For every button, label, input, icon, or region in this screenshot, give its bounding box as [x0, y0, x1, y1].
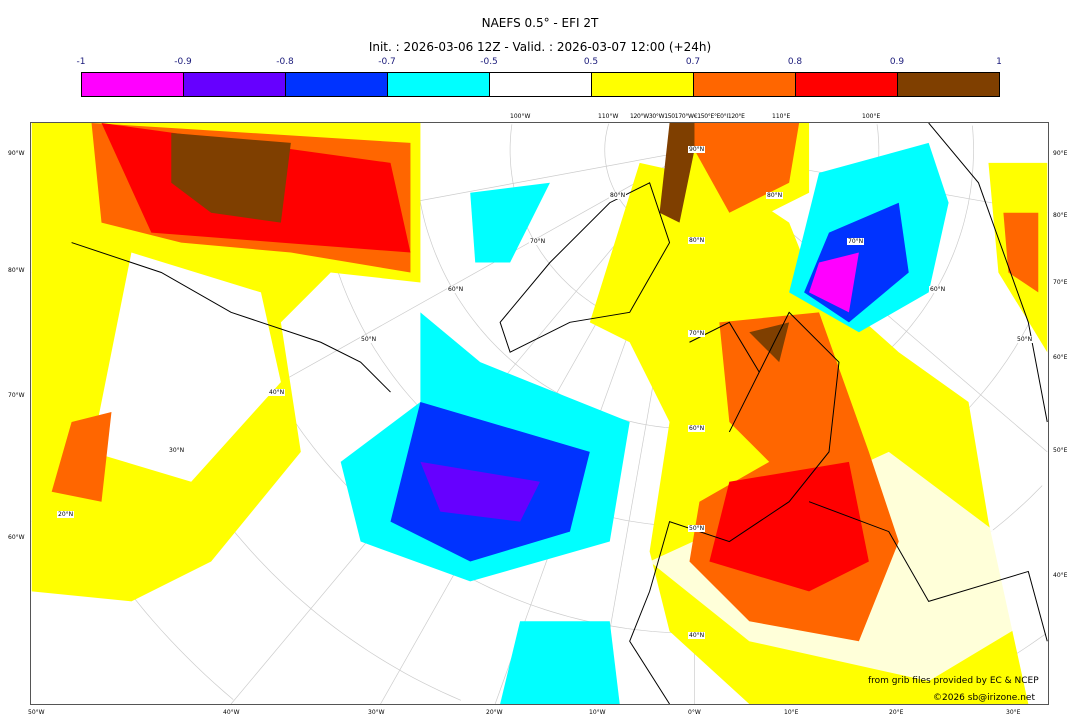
left-axis-label: 60°W: [8, 534, 25, 541]
colorbar-tick: -0.5: [480, 57, 498, 67]
top-axis-label: 110°E: [772, 113, 791, 120]
right-axis-label: 50°E: [1053, 447, 1068, 454]
lat-axis-label: 60°N: [929, 286, 947, 293]
lat-axis-label: 70°N: [529, 238, 547, 245]
lat-axis-label: 70°N: [688, 330, 706, 337]
colorbar-segment: [897, 73, 999, 96]
bottom-axis-label: 50°W: [28, 709, 45, 716]
bottom-axis-label: 0°W: [688, 709, 701, 716]
colorbar-tick: 0.9: [889, 57, 905, 67]
lat-axis-label: 90°N: [688, 146, 706, 153]
top-axis-label: 100°W: [510, 113, 531, 120]
lat-axis-label: 50°N: [360, 336, 378, 343]
lat-axis-label: 50°N: [1016, 336, 1034, 343]
colorbar-segment: [591, 73, 693, 96]
latitude-circle: [972, 125, 974, 150]
latitude-circle: [876, 124, 880, 150]
top-axis-label: 100°E: [862, 113, 881, 120]
right-axis-label: 40°E: [1053, 572, 1068, 579]
colorbar-segment: [489, 73, 591, 96]
right-axis-label: 80°E: [1053, 212, 1068, 219]
chart-subtitle: Init. : 2026-03-06 12Z - Valid. : 2026-0…: [368, 40, 712, 54]
colorbar-tick: 0.8: [787, 57, 803, 67]
credit-source: from grib files provided by EC & NCEP: [868, 676, 1039, 686]
chart-title: NAEFS 0.5° - EFI 2T: [481, 16, 599, 30]
colorbar-segment: [82, 73, 183, 96]
colorbar: [81, 72, 1000, 97]
colorbar-tick: 1: [996, 57, 1002, 67]
colorbar-tick: -0.8: [276, 57, 294, 67]
right-axis-label: 90°E: [1053, 150, 1068, 157]
lat-axis-label: 80°N: [609, 192, 627, 199]
colorbar-tick: -0.9: [174, 57, 192, 67]
lat-axis-label: 40°N: [688, 632, 706, 639]
efi-map: [30, 122, 1049, 705]
colorbar-tick: -1: [76, 57, 86, 67]
colorbar-tick: 0.7: [685, 57, 701, 67]
colorbar-segment: [387, 73, 489, 96]
bottom-axis-label: 20°W: [486, 709, 503, 716]
lat-axis-label: 30°N: [168, 447, 186, 454]
bottom-axis-label: 10°W: [589, 709, 606, 716]
bottom-axis-label: 40°W: [223, 709, 240, 716]
colorbar-tick: -0.7: [378, 57, 396, 67]
bottom-axis-label: 10°E: [784, 709, 799, 716]
lat-axis-label: 70°N: [847, 238, 865, 245]
bottom-axis-label: 30°W: [368, 709, 385, 716]
lat-axis-label: 20°N: [57, 511, 75, 518]
bottom-axis-label: 30°E: [1006, 709, 1021, 716]
top-axis-label: 120°W30°W150170°W€150°E°E0°I120°E: [630, 113, 745, 120]
left-axis-label: 70°W: [8, 392, 25, 399]
right-axis-label: 60°E: [1053, 354, 1068, 361]
colorbar-segment: [693, 73, 795, 96]
left-axis-label: 80°W: [8, 267, 25, 274]
colorbar-segment: [183, 73, 285, 96]
lat-axis-label: 60°N: [447, 286, 465, 293]
lat-axis-label: 80°N: [688, 237, 706, 244]
top-axis-label: 110°W: [598, 113, 619, 120]
colorbar-segment: [795, 73, 897, 96]
lat-axis-label: 50°N: [688, 525, 706, 532]
credit-copyright: ©2026 sb@irizone.net: [933, 693, 1035, 703]
lat-axis-label: 60°N: [688, 425, 706, 432]
lat-axis-label: 80°N: [766, 192, 784, 199]
right-axis-label: 70°E: [1053, 279, 1068, 286]
efi-fields: [31, 123, 1048, 704]
lat-axis-label: 40°N: [268, 389, 286, 396]
colorbar-segment: [285, 73, 387, 96]
colorbar-tick: 0.5: [583, 57, 599, 67]
bottom-axis-label: 20°E: [889, 709, 904, 716]
left-axis-label: 90°W: [8, 150, 25, 157]
